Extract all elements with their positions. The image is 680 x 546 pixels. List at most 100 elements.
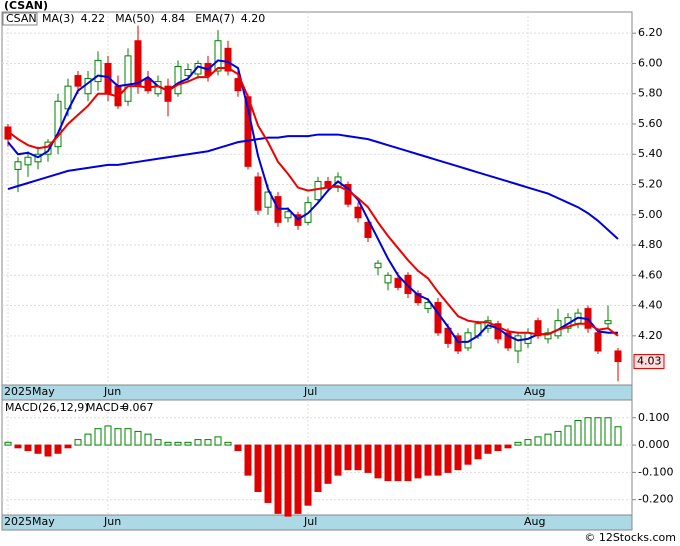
candle-body xyxy=(604,320,612,325)
candle-body xyxy=(144,78,152,92)
bar xyxy=(614,426,622,446)
bar xyxy=(274,444,282,514)
candle-body xyxy=(344,184,352,205)
candle-body xyxy=(424,302,432,310)
bar xyxy=(534,436,542,446)
x-tick-label: Aug xyxy=(524,385,545,398)
bar xyxy=(604,417,612,446)
bar xyxy=(234,444,242,452)
line-series xyxy=(7,66,619,337)
x-tick-label: Aug xyxy=(524,515,545,528)
bar xyxy=(264,444,272,503)
bar xyxy=(364,444,372,473)
bar xyxy=(354,444,362,471)
candle-body xyxy=(504,332,512,349)
bar xyxy=(134,430,142,446)
candle-body xyxy=(124,55,132,102)
bar xyxy=(474,444,482,460)
legend-value: 4.84 xyxy=(161,12,186,25)
bar xyxy=(444,444,452,473)
bar xyxy=(174,441,182,446)
bar xyxy=(104,425,112,446)
candle-body xyxy=(234,78,242,92)
date-band xyxy=(1,514,633,531)
bar xyxy=(584,417,592,446)
bar xyxy=(404,444,412,482)
bar xyxy=(564,425,572,446)
candle-body xyxy=(24,156,32,166)
bar xyxy=(54,444,62,454)
candle-body xyxy=(214,40,222,72)
bar xyxy=(324,444,332,484)
last-price-box xyxy=(633,354,665,370)
candle-body xyxy=(614,350,622,363)
candle-body xyxy=(364,221,372,238)
bar xyxy=(464,444,472,465)
candle-body xyxy=(384,274,392,284)
candle-body xyxy=(394,277,402,288)
x-tick-label: 2025May xyxy=(4,385,55,398)
bar xyxy=(114,428,122,446)
bar xyxy=(164,441,172,446)
bar xyxy=(524,439,532,446)
candle-body xyxy=(224,47,232,72)
bar xyxy=(204,439,212,446)
x-tick-label: 2025May xyxy=(4,515,55,528)
candle-body xyxy=(594,332,602,352)
bar xyxy=(214,436,222,446)
bar xyxy=(394,444,402,482)
bar xyxy=(334,444,342,476)
bar xyxy=(194,439,202,446)
bar xyxy=(224,441,232,446)
bar xyxy=(504,444,512,449)
candle-body xyxy=(94,59,102,83)
bar xyxy=(384,444,392,482)
legend-value: 4.22 xyxy=(81,12,106,25)
bar xyxy=(184,441,192,446)
bar xyxy=(254,444,262,493)
candle-body xyxy=(544,332,552,340)
line-series xyxy=(7,59,618,343)
bar xyxy=(494,444,502,452)
y-tick-label: 5.40 xyxy=(638,147,663,160)
candle-body xyxy=(314,180,322,201)
bar xyxy=(294,444,302,514)
bar xyxy=(144,433,152,446)
bar xyxy=(94,428,102,446)
legend-label: CSAN xyxy=(6,12,37,25)
y-tick-label: 4.80 xyxy=(638,238,663,251)
candle-body xyxy=(514,335,522,352)
bar xyxy=(4,441,12,446)
bar xyxy=(544,433,552,446)
candle-body xyxy=(174,65,182,95)
bar xyxy=(414,444,422,479)
bar xyxy=(484,444,492,454)
bar xyxy=(74,439,82,446)
candle-body xyxy=(254,176,262,211)
bar xyxy=(314,444,322,493)
candle-body xyxy=(184,69,192,77)
macd-legend: MACD= xyxy=(86,401,128,414)
candle-body xyxy=(54,100,62,148)
bar xyxy=(24,444,32,452)
y-tick-label: 0.000 xyxy=(638,438,670,451)
bar xyxy=(594,417,602,446)
bar xyxy=(64,444,72,449)
candle-body xyxy=(404,274,412,294)
candle-body xyxy=(164,85,172,102)
bar xyxy=(374,444,382,479)
y-tick-label: 5.20 xyxy=(638,178,663,191)
bar xyxy=(424,444,432,476)
bar xyxy=(434,444,442,476)
candle-body xyxy=(354,206,362,219)
candle-body xyxy=(374,262,382,269)
bar xyxy=(304,444,312,506)
chart-title: (CSAN) xyxy=(4,0,48,12)
bar xyxy=(554,430,562,446)
x-tick-label: Jun xyxy=(103,515,121,528)
y-tick-label: 5.00 xyxy=(638,208,663,221)
y-tick-label: -0.100 xyxy=(638,465,673,478)
bar xyxy=(44,444,52,457)
last-price-label: 4.03 xyxy=(637,355,662,368)
bar xyxy=(34,444,42,454)
